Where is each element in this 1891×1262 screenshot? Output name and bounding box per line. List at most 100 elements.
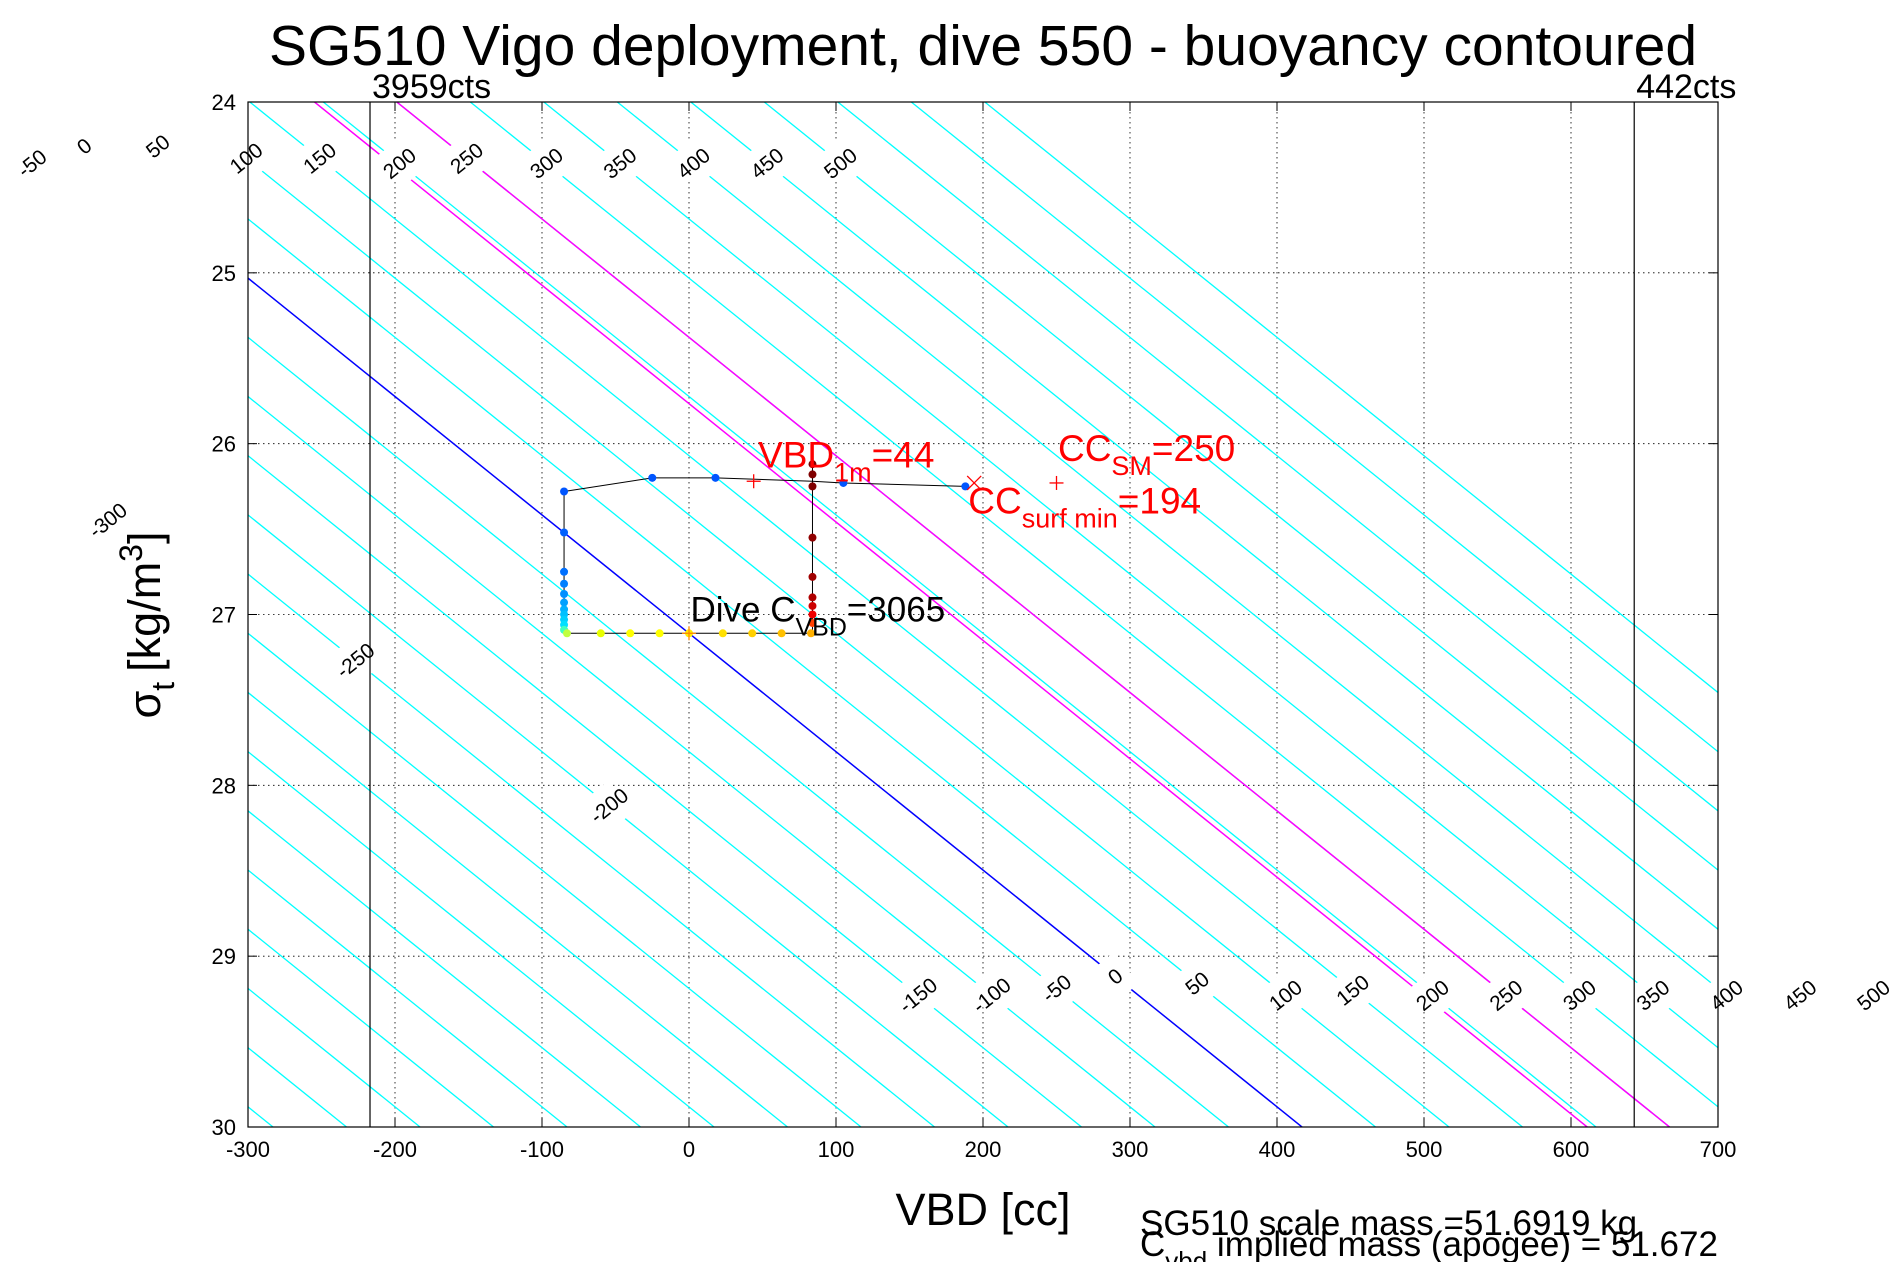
x-axis-ticks: -300 -200 -100 0 100 200 300 400 500 600 700 <box>226 102 1736 1162</box>
buoyancy-contour-line <box>248 869 569 1127</box>
x-tick-label: 600 <box>1553 1137 1590 1162</box>
contour-label-bg <box>1329 965 1377 1015</box>
contour-label-bg <box>670 139 718 188</box>
trajectory-point <box>839 478 848 487</box>
x-tick-label: 500 <box>1406 1137 1443 1162</box>
x-tick-label: 700 <box>1700 1137 1737 1162</box>
trajectory-point <box>808 610 817 619</box>
contour-label-bg <box>585 781 633 831</box>
trajectory-point <box>748 629 757 638</box>
contour-label-bg <box>523 139 571 188</box>
x-tick-label: 0 <box>683 1137 695 1162</box>
x-tick-label: 100 <box>818 1137 855 1162</box>
x-tick-label: 200 <box>965 1137 1002 1162</box>
reference-lines: 3959cts 442cts <box>369 68 1736 1127</box>
buoyancy-contour-line <box>469 102 1718 1108</box>
trajectory-point <box>718 629 727 638</box>
trajectory-point <box>560 590 569 598</box>
contour-label-bg <box>443 134 491 183</box>
x-tick-label: 300 <box>1112 1137 1149 1162</box>
y-tick-label: 25 <box>212 261 236 286</box>
contour-label-bg <box>1262 971 1310 1020</box>
buoyancy-contour-line <box>248 573 936 1127</box>
y-tick-label: 24 <box>212 90 236 115</box>
contour-label-bg <box>331 636 379 685</box>
y-tick-label: 30 <box>212 1115 236 1140</box>
contour-label-bg <box>84 496 132 545</box>
contour-label-bg <box>596 139 644 188</box>
trajectory-point <box>560 598 569 607</box>
x-tick-label: 400 <box>1259 1137 1296 1162</box>
trajectory-point <box>560 567 569 576</box>
trajectory-point <box>808 482 817 491</box>
trajectory-point <box>711 473 720 482</box>
buoyancy-contour-line <box>248 632 863 1127</box>
trajectory-point <box>560 487 569 496</box>
contour-label-bg <box>894 971 942 1020</box>
buoyancy-contour-line <box>395 102 1671 1127</box>
x-axis-label: VBD [cc] <box>895 1184 1070 1235</box>
annotation-divec: Dive CVBD=3065 <box>690 590 945 641</box>
trajectory-point <box>562 629 571 638</box>
buoyancy-contour-line <box>248 454 1083 1127</box>
trajectory-path <box>563 477 966 492</box>
buoyancy-contour-line <box>616 102 1718 990</box>
trajectory-point <box>808 533 817 542</box>
buoyancy-contour-line <box>248 395 1157 1127</box>
y-axis-ticks: 24 25 26 27 28 29 30 <box>212 90 1718 1140</box>
y-tick-label: 27 <box>212 603 236 628</box>
annotation-markers <box>682 474 1064 641</box>
buoyancy-contour-line <box>248 750 716 1127</box>
contour-label-bg <box>1703 971 1751 1020</box>
contour-label-bg <box>1776 971 1824 1020</box>
contour-label-bg <box>1091 952 1139 1002</box>
trajectory-point <box>808 572 817 581</box>
contour-label-bg <box>1173 959 1221 1008</box>
trajectory-point <box>808 593 817 602</box>
contour-label-bg <box>1629 971 1677 1020</box>
contour-label-bg <box>1850 971 1891 1020</box>
contour-label-bg <box>1409 971 1457 1020</box>
footer-implied-mass: Cvbd implied mass (apogee) = 51.672 <box>1140 1225 1718 1262</box>
trajectory-point <box>808 619 817 628</box>
contour-label-bg <box>134 122 182 171</box>
contour-label-bg <box>968 971 1016 1020</box>
x-tick-label: -200 <box>373 1137 417 1162</box>
trajectory-point <box>648 473 657 482</box>
x-marker <box>966 475 982 491</box>
y-axis-label-text: σt[kg/m3] <box>113 531 181 718</box>
buoyancy-contour-line <box>248 514 1010 1127</box>
contour-label-bg <box>296 134 344 183</box>
y-axis-label: σt[kg/m3] <box>113 531 181 718</box>
buoyancy-contour-line <box>689 102 1718 931</box>
annotation-ccsurf: CCsurf min=194 <box>968 481 1201 534</box>
annotation-ccsm: CCSM=250 <box>1058 428 1235 481</box>
contour-label-bg <box>1482 971 1530 1020</box>
buoyancy-contour-line <box>313 102 1589 1127</box>
y-tick-label: 29 <box>212 944 236 969</box>
trajectory-point <box>808 601 817 610</box>
trajectory-point <box>807 629 816 638</box>
trajectory-point <box>596 629 605 638</box>
y-tick-label: 28 <box>212 773 236 798</box>
contour-label-bg <box>8 139 56 188</box>
reference-line-label: 442cts <box>1636 68 1736 106</box>
buoyancy-contour-line <box>910 102 1718 753</box>
y-tick-label: 26 <box>212 432 236 457</box>
buoyancy-contour-line <box>542 102 1718 1049</box>
trajectory-point <box>560 528 569 537</box>
buoyancy-contour-line <box>322 102 1598 1127</box>
trajectory-point <box>961 482 970 491</box>
contour-label-bg <box>222 134 270 183</box>
trajectory-point <box>777 629 786 638</box>
grid-lines <box>248 102 1718 1127</box>
trajectory-point <box>626 629 635 638</box>
trajectory-point <box>560 579 569 588</box>
buoyancy-contour-line <box>248 928 495 1127</box>
contour-label-bg <box>1556 971 1604 1020</box>
x-tick-label: -100 <box>520 1137 564 1162</box>
contour-label-bg <box>743 139 791 188</box>
buoyancy-contour-line <box>763 102 1718 871</box>
